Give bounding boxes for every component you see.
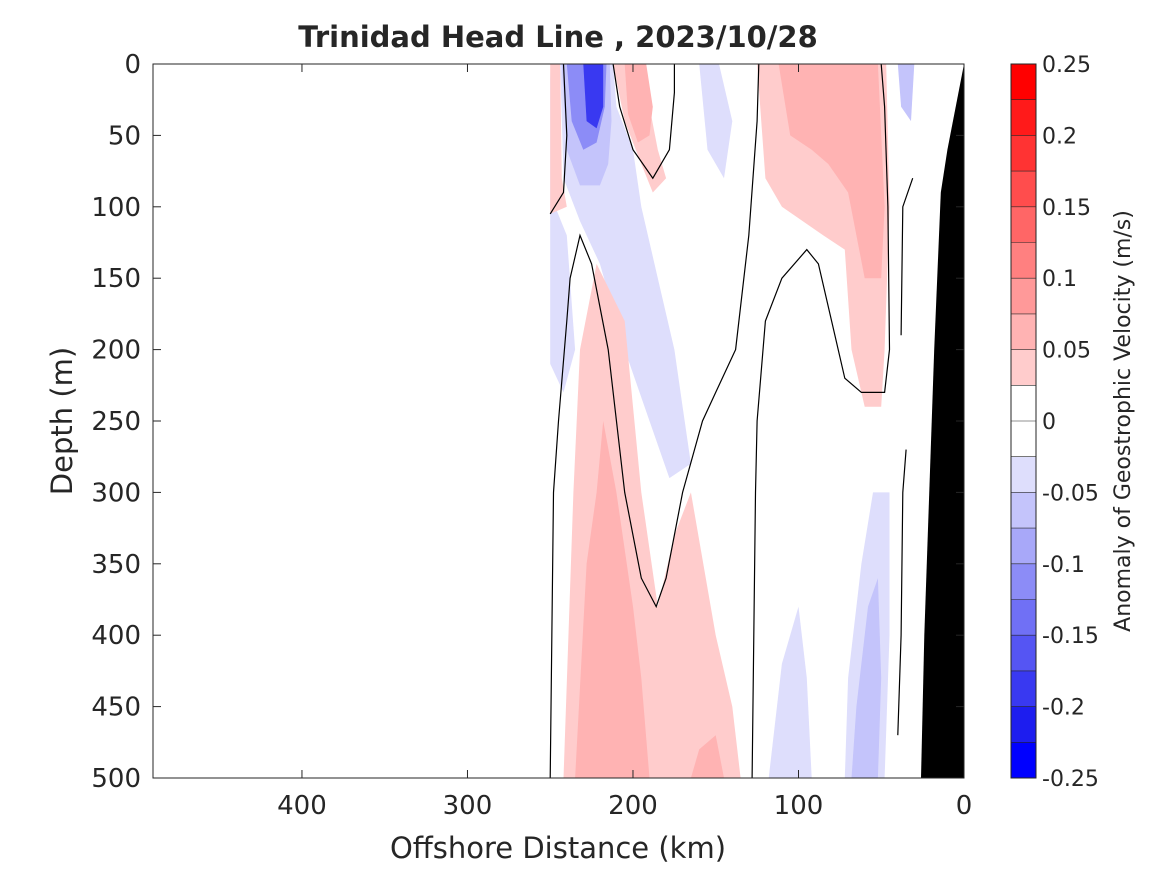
colorbar-tick-label: -0.2 (1042, 696, 1085, 721)
x-tick-label: 0 (956, 791, 973, 821)
y-tick-label: 500 (91, 764, 141, 794)
colorbar-swatch (1011, 64, 1036, 101)
colorbar-swatch (1011, 456, 1036, 493)
colorbar-swatch (1011, 99, 1036, 136)
colorbar-swatch (1011, 563, 1036, 600)
colorbar-tick-label: -0.1 (1042, 553, 1085, 578)
region-coastal-negative-upper-right (699, 64, 733, 179)
colorbar-tick-label: 0.05 (1042, 339, 1091, 364)
colorbar (1010, 63, 1037, 779)
colorbar-ticks: 0.25 0.2 0.15 0.1 0.05 0 -0.05 -0.1 -0.15 -0.2 -0.… (1042, 53, 1099, 792)
colorbar-swatch (1011, 349, 1036, 386)
y-tick-label: 350 (91, 550, 141, 580)
colorbar-swatch (1011, 492, 1036, 529)
y-tick-label: 0 (124, 50, 141, 80)
chart-title: Trinidad Head Line , 2023/10/28 (298, 20, 818, 54)
colorbar-swatch (1011, 171, 1036, 208)
colorbar-swatch (1011, 385, 1036, 422)
colorbar-tick-label: -0.15 (1042, 624, 1099, 649)
zero-contour-main-eddy (549, 64, 760, 778)
region-offshore-positive-edge (550, 64, 567, 214)
region-coastal-negative-deep-left (768, 606, 812, 778)
colorbar-swatch (1011, 278, 1036, 315)
y-axis-ticks: 0 50 100 150 200 250 300 350 400 450 500 (91, 50, 964, 794)
colorbar-tick-label: -0.05 (1042, 481, 1099, 506)
colorbar-swatch (1011, 135, 1036, 172)
colorbar-swatch (1011, 670, 1036, 708)
region-main-negative-eddy-core (583, 64, 604, 129)
y-tick-label: 250 (91, 407, 141, 437)
y-tick-label: 50 (108, 121, 141, 151)
y-tick-label: 150 (91, 264, 141, 294)
zero-contour-center-lobe (612, 64, 675, 180)
colorbar-swatch (1011, 242, 1036, 279)
colorbar-tick-label: -0.25 (1042, 767, 1099, 792)
y-tick-label: 200 (91, 336, 141, 366)
zero-contours (549, 64, 914, 778)
colorbar-tick-label: 0.25 (1042, 53, 1091, 78)
colorbar-swatch (1011, 599, 1036, 636)
region-positive-lobe-center-mid (624, 64, 653, 143)
region-positive-deep-lobe-mid (575, 421, 650, 778)
region-coastal-positive-upper-mid (778, 64, 885, 279)
colorbar-swatch (1011, 742, 1036, 779)
y-tick-label: 300 (91, 478, 141, 508)
colorbar-swatch (1011, 313, 1036, 351)
colorbar-swatch (1011, 635, 1036, 672)
bathymetry (921, 64, 964, 778)
y-tick-label: 100 (91, 193, 141, 223)
region-coastal-negative-strip (550, 71, 576, 393)
colorbar-tick-label: 0.1 (1042, 267, 1077, 292)
y-tick-label: 450 (91, 693, 141, 723)
colorbar-swatch (1011, 421, 1036, 458)
x-tick-label: 100 (774, 791, 824, 821)
x-axis-ticks: 400 300 200 100 0 (277, 64, 972, 821)
zero-contour-nearshore-top (900, 178, 914, 336)
colorbar-swatch (1011, 528, 1036, 565)
zero-contour-coastal-left (751, 64, 891, 778)
zero-contour-offshore (549, 64, 568, 215)
colorbar-label: Anomaly of Geostrophic Velocity (m/s) (1111, 210, 1136, 632)
x-tick-label: 200 (608, 791, 658, 821)
colorbar-swatch (1011, 706, 1036, 743)
region-coastal-negative-top-right (897, 64, 915, 122)
x-axis-label: Offshore Distance (km) (390, 831, 726, 865)
colorbar-tick-label: 0.2 (1042, 124, 1077, 149)
region-coastal-negative-deep-core (851, 578, 882, 778)
region-positive-deep-lobe-right (690, 735, 724, 778)
plot-area (153, 64, 964, 778)
zero-contour-nearshore (897, 449, 907, 736)
colorbar-tick-label: 0 (1042, 410, 1056, 435)
colorbar-frame (1010, 63, 1037, 779)
y-tick-label: 400 (91, 621, 141, 651)
colorbar-swatch (1011, 206, 1036, 243)
x-tick-label: 400 (277, 791, 327, 821)
colorbar-tick-label: 0.15 (1042, 196, 1091, 221)
y-axis-label: Depth (m) (45, 347, 79, 495)
x-tick-label: 300 (443, 791, 493, 821)
